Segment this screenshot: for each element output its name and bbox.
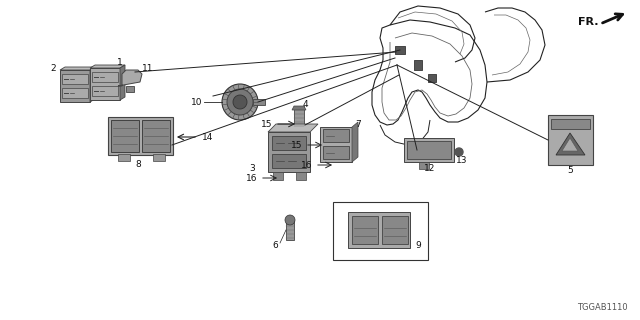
Text: 15: 15: [291, 140, 302, 149]
Polygon shape: [320, 127, 352, 162]
Polygon shape: [348, 212, 410, 248]
Text: 13: 13: [456, 156, 468, 164]
Bar: [118, 154, 130, 161]
Polygon shape: [268, 132, 310, 172]
Bar: [273, 172, 283, 180]
Polygon shape: [556, 133, 585, 155]
Bar: [108, 117, 173, 155]
Text: 4: 4: [302, 100, 308, 108]
Bar: [272, 136, 306, 150]
Bar: [395, 46, 405, 54]
Text: 16: 16: [246, 173, 257, 182]
Polygon shape: [60, 70, 90, 102]
Polygon shape: [118, 70, 142, 86]
Text: 3: 3: [249, 164, 255, 172]
Text: 10: 10: [191, 98, 202, 107]
Polygon shape: [126, 86, 134, 92]
Text: 8: 8: [135, 159, 141, 169]
Bar: [323, 129, 349, 142]
Polygon shape: [292, 106, 306, 110]
Text: 16: 16: [301, 161, 312, 170]
Bar: [253, 99, 265, 105]
Bar: [142, 120, 170, 152]
Bar: [286, 220, 294, 240]
Text: TGGAB1110: TGGAB1110: [577, 303, 628, 312]
Bar: [296, 172, 306, 180]
Bar: [428, 74, 436, 82]
Bar: [419, 162, 429, 169]
Circle shape: [285, 215, 295, 225]
Polygon shape: [562, 138, 578, 151]
Circle shape: [455, 148, 463, 156]
Polygon shape: [120, 65, 125, 100]
Circle shape: [222, 84, 258, 120]
Text: 1: 1: [117, 58, 123, 67]
Text: 5: 5: [567, 165, 573, 174]
Polygon shape: [92, 72, 118, 82]
Bar: [333, 202, 428, 260]
Text: 12: 12: [424, 164, 436, 172]
Bar: [407, 141, 451, 159]
Polygon shape: [92, 86, 118, 96]
Text: 14: 14: [202, 132, 213, 141]
Bar: [352, 216, 378, 244]
Polygon shape: [62, 74, 88, 84]
Text: 6: 6: [272, 241, 278, 250]
Bar: [111, 120, 139, 152]
Text: 2: 2: [51, 63, 56, 73]
Text: 7: 7: [355, 119, 361, 129]
Bar: [404, 138, 454, 162]
Circle shape: [227, 89, 253, 115]
Polygon shape: [90, 67, 95, 102]
Bar: [294, 106, 304, 128]
Polygon shape: [268, 124, 318, 132]
Bar: [323, 146, 349, 159]
Text: FR.: FR.: [578, 17, 598, 27]
Polygon shape: [90, 68, 120, 100]
Bar: [382, 216, 408, 244]
Text: 11: 11: [142, 63, 154, 73]
Bar: [153, 154, 165, 161]
Polygon shape: [62, 88, 88, 98]
Bar: [272, 154, 306, 168]
Bar: [548, 115, 593, 165]
Bar: [414, 60, 422, 70]
Bar: [551, 119, 590, 129]
Polygon shape: [352, 122, 358, 162]
Text: 9: 9: [415, 241, 421, 250]
Polygon shape: [60, 67, 95, 70]
Polygon shape: [90, 65, 125, 68]
Text: 15: 15: [260, 119, 272, 129]
Circle shape: [233, 95, 247, 109]
